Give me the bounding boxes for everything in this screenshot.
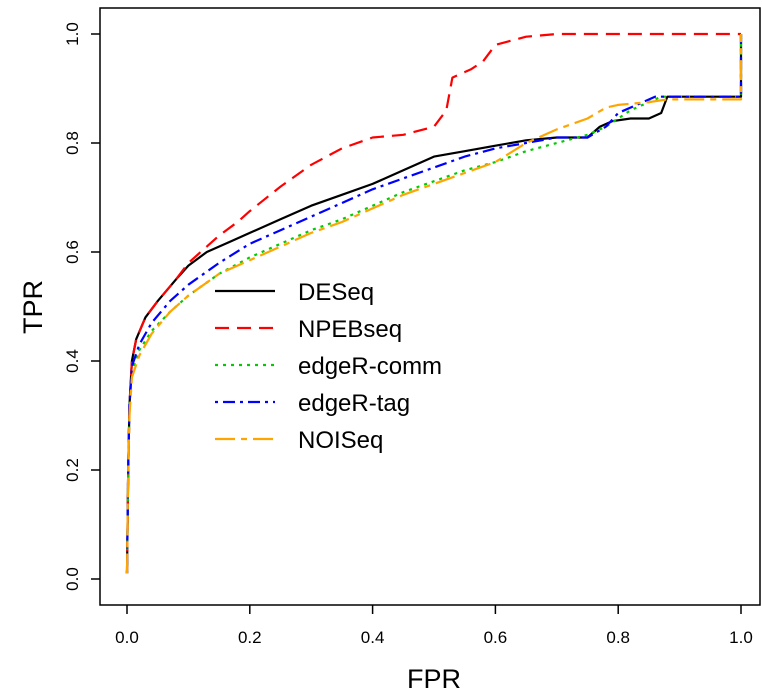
legend-label-noiseq: NOISeq bbox=[298, 427, 383, 454]
y-tick-label: 1.0 bbox=[63, 22, 82, 46]
x-tick-label: 0.6 bbox=[484, 628, 508, 647]
legend: DESeq NPEBseq edgeR-comm edgeR-tag NOISeq bbox=[215, 279, 442, 454]
legend-label-edger-tag: edgeR-tag bbox=[298, 390, 410, 417]
x-axis: 0.0 0.2 0.4 0.6 0.8 1.0 bbox=[115, 605, 753, 647]
x-axis-title: FPR bbox=[407, 664, 461, 694]
legend-label-npebseq: NPEBseq bbox=[298, 316, 402, 343]
x-tick-label: 0.8 bbox=[606, 628, 630, 647]
series-line-edger-tag bbox=[125, 34, 743, 574]
series-line-noiseq bbox=[125, 34, 743, 574]
legend-label-edger-comm: edgeR-comm bbox=[298, 353, 442, 380]
plot-frame bbox=[99, 7, 761, 606]
y-tick-label: 0.6 bbox=[63, 240, 82, 264]
y-axis-title: TPR bbox=[18, 280, 48, 334]
series-layer bbox=[125, 32, 743, 574]
x-tick-label: 1.0 bbox=[729, 628, 753, 647]
x-tick-label: 0.4 bbox=[361, 628, 385, 647]
y-tick-label: 0.4 bbox=[63, 349, 82, 373]
series-line-deseq bbox=[125, 34, 743, 574]
legend-label-deseq: DESeq bbox=[298, 279, 374, 306]
y-tick-label: 0.2 bbox=[63, 458, 82, 482]
x-tick-label: 0.2 bbox=[238, 628, 262, 647]
x-tick-label: 0.0 bbox=[115, 628, 139, 647]
y-tick-label: 0.0 bbox=[63, 567, 82, 591]
y-axis: 0.0 0.2 0.4 0.6 0.8 1.0 bbox=[63, 22, 100, 591]
y-tick-label: 0.8 bbox=[63, 131, 82, 155]
series-line-npebseq bbox=[125, 32, 741, 574]
series-line-edger-comm bbox=[125, 34, 743, 574]
